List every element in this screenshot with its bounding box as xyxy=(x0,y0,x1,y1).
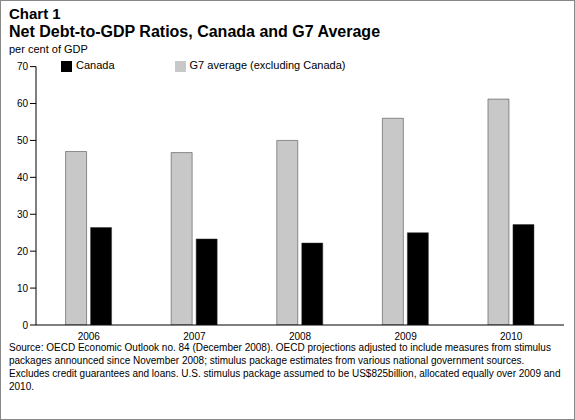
svg-text:10: 10 xyxy=(17,283,29,294)
html-text:G7 average (excluding Canada): G7 average (excluding Canada) xyxy=(189,59,346,71)
svg-text:50: 50 xyxy=(17,135,29,146)
svg-text:2006: 2006 xyxy=(78,331,101,342)
svg-text:30: 30 xyxy=(17,209,29,220)
html-text:Source: OECD Economic Outlook: Source: OECD Economic Outlook no. 84 (De… xyxy=(9,342,561,392)
html-text:Chart 1: Chart 1 xyxy=(9,5,61,22)
svg-text:0: 0 xyxy=(22,320,28,331)
html-text:per cent of GDP: per cent of GDP xyxy=(9,43,88,55)
svg-text:2008: 2008 xyxy=(289,331,312,342)
svg-text:2009: 2009 xyxy=(394,331,417,342)
svg-text:2010: 2010 xyxy=(500,331,523,342)
html-text:Canada: Canada xyxy=(76,59,115,71)
html-text:Net Debt-to-GDP Ratios, Canada: Net Debt-to-GDP Ratios, Canada and G7 Av… xyxy=(9,23,380,40)
svg-text:40: 40 xyxy=(17,172,29,183)
svg-text:2007: 2007 xyxy=(183,331,206,342)
svg-text:60: 60 xyxy=(17,98,29,109)
svg-text:70: 70 xyxy=(17,61,29,72)
svg-text:20: 20 xyxy=(17,246,29,257)
